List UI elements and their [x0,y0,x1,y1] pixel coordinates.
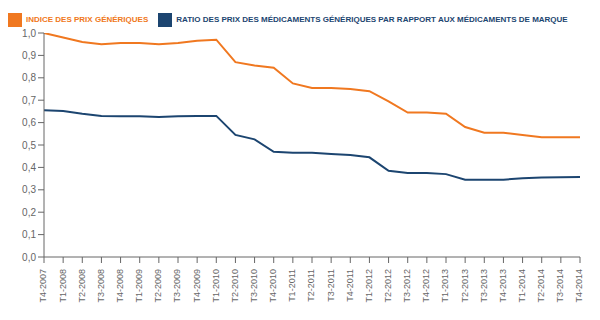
svg-text:0,3: 0,3 [22,184,36,195]
svg-text:T3-2012: T3-2012 [402,269,412,303]
svg-text:0,2: 0,2 [22,207,36,218]
svg-text:T2-2014: T2-2014 [536,269,546,303]
svg-text:T1-2014: T1-2014 [517,269,527,303]
svg-text:T1-2009: T1-2009 [134,269,144,303]
svg-text:0,8: 0,8 [22,72,36,83]
svg-text:T4-2014: T4-2014 [574,269,584,303]
svg-text:T4-2007: T4-2007 [38,269,48,303]
svg-text:T1-2008: T1-2008 [58,269,68,303]
svg-text:T2-2008: T2-2008 [77,269,87,303]
svg-text:T4-2009: T4-2009 [192,269,202,303]
svg-text:T4-2010: T4-2010 [268,269,278,303]
svg-text:T4-2008: T4-2008 [115,269,125,303]
svg-text:T3-2013: T3-2013 [479,269,489,303]
svg-text:0,9: 0,9 [22,50,36,61]
svg-text:T4-2012: T4-2012 [421,269,431,303]
svg-text:0,4: 0,4 [22,162,36,173]
svg-text:T3-2009: T3-2009 [172,269,182,303]
svg-text:0,7: 0,7 [22,95,36,106]
svg-text:T3-2010: T3-2010 [249,269,259,303]
svg-text:T2-2012: T2-2012 [383,269,393,303]
svg-text:T4-2013: T4-2013 [498,269,508,303]
svg-text:T3-2011: T3-2011 [326,269,336,302]
svg-text:T2-2013: T2-2013 [460,269,470,303]
svg-text:T1-2013: T1-2013 [440,269,450,303]
svg-text:T2-2009: T2-2009 [153,269,163,303]
svg-text:T3-2008: T3-2008 [96,269,106,303]
svg-text:T2-2010: T2-2010 [230,269,240,303]
svg-text:0,5: 0,5 [22,140,36,151]
svg-text:T1-2012: T1-2012 [364,269,374,303]
svg-text:T1-2010: T1-2010 [211,269,221,303]
html-text:INDICE DES PRIX GÉNÉRIQUES: INDICE DES PRIX GÉNÉRIQUES [26,15,149,25]
svg-text:1,0: 1,0 [22,28,36,39]
svg-text:0,0: 0,0 [22,252,36,263]
svg-text:T4-2011: T4-2011 [345,269,355,302]
svg-text:T2-2011: T2-2011 [306,269,316,302]
html-text:RATIO DES PRIX DES MÉDICAMENTS: RATIO DES PRIX DES MÉDICAMENTS GÉNÉRIQUE… [176,15,568,25]
svg-text:0,1: 0,1 [22,229,36,240]
svg-text:0,6: 0,6 [22,117,36,128]
svg-text:T3-2014: T3-2014 [555,269,565,303]
svg-text:T1-2011: T1-2011 [287,269,297,302]
